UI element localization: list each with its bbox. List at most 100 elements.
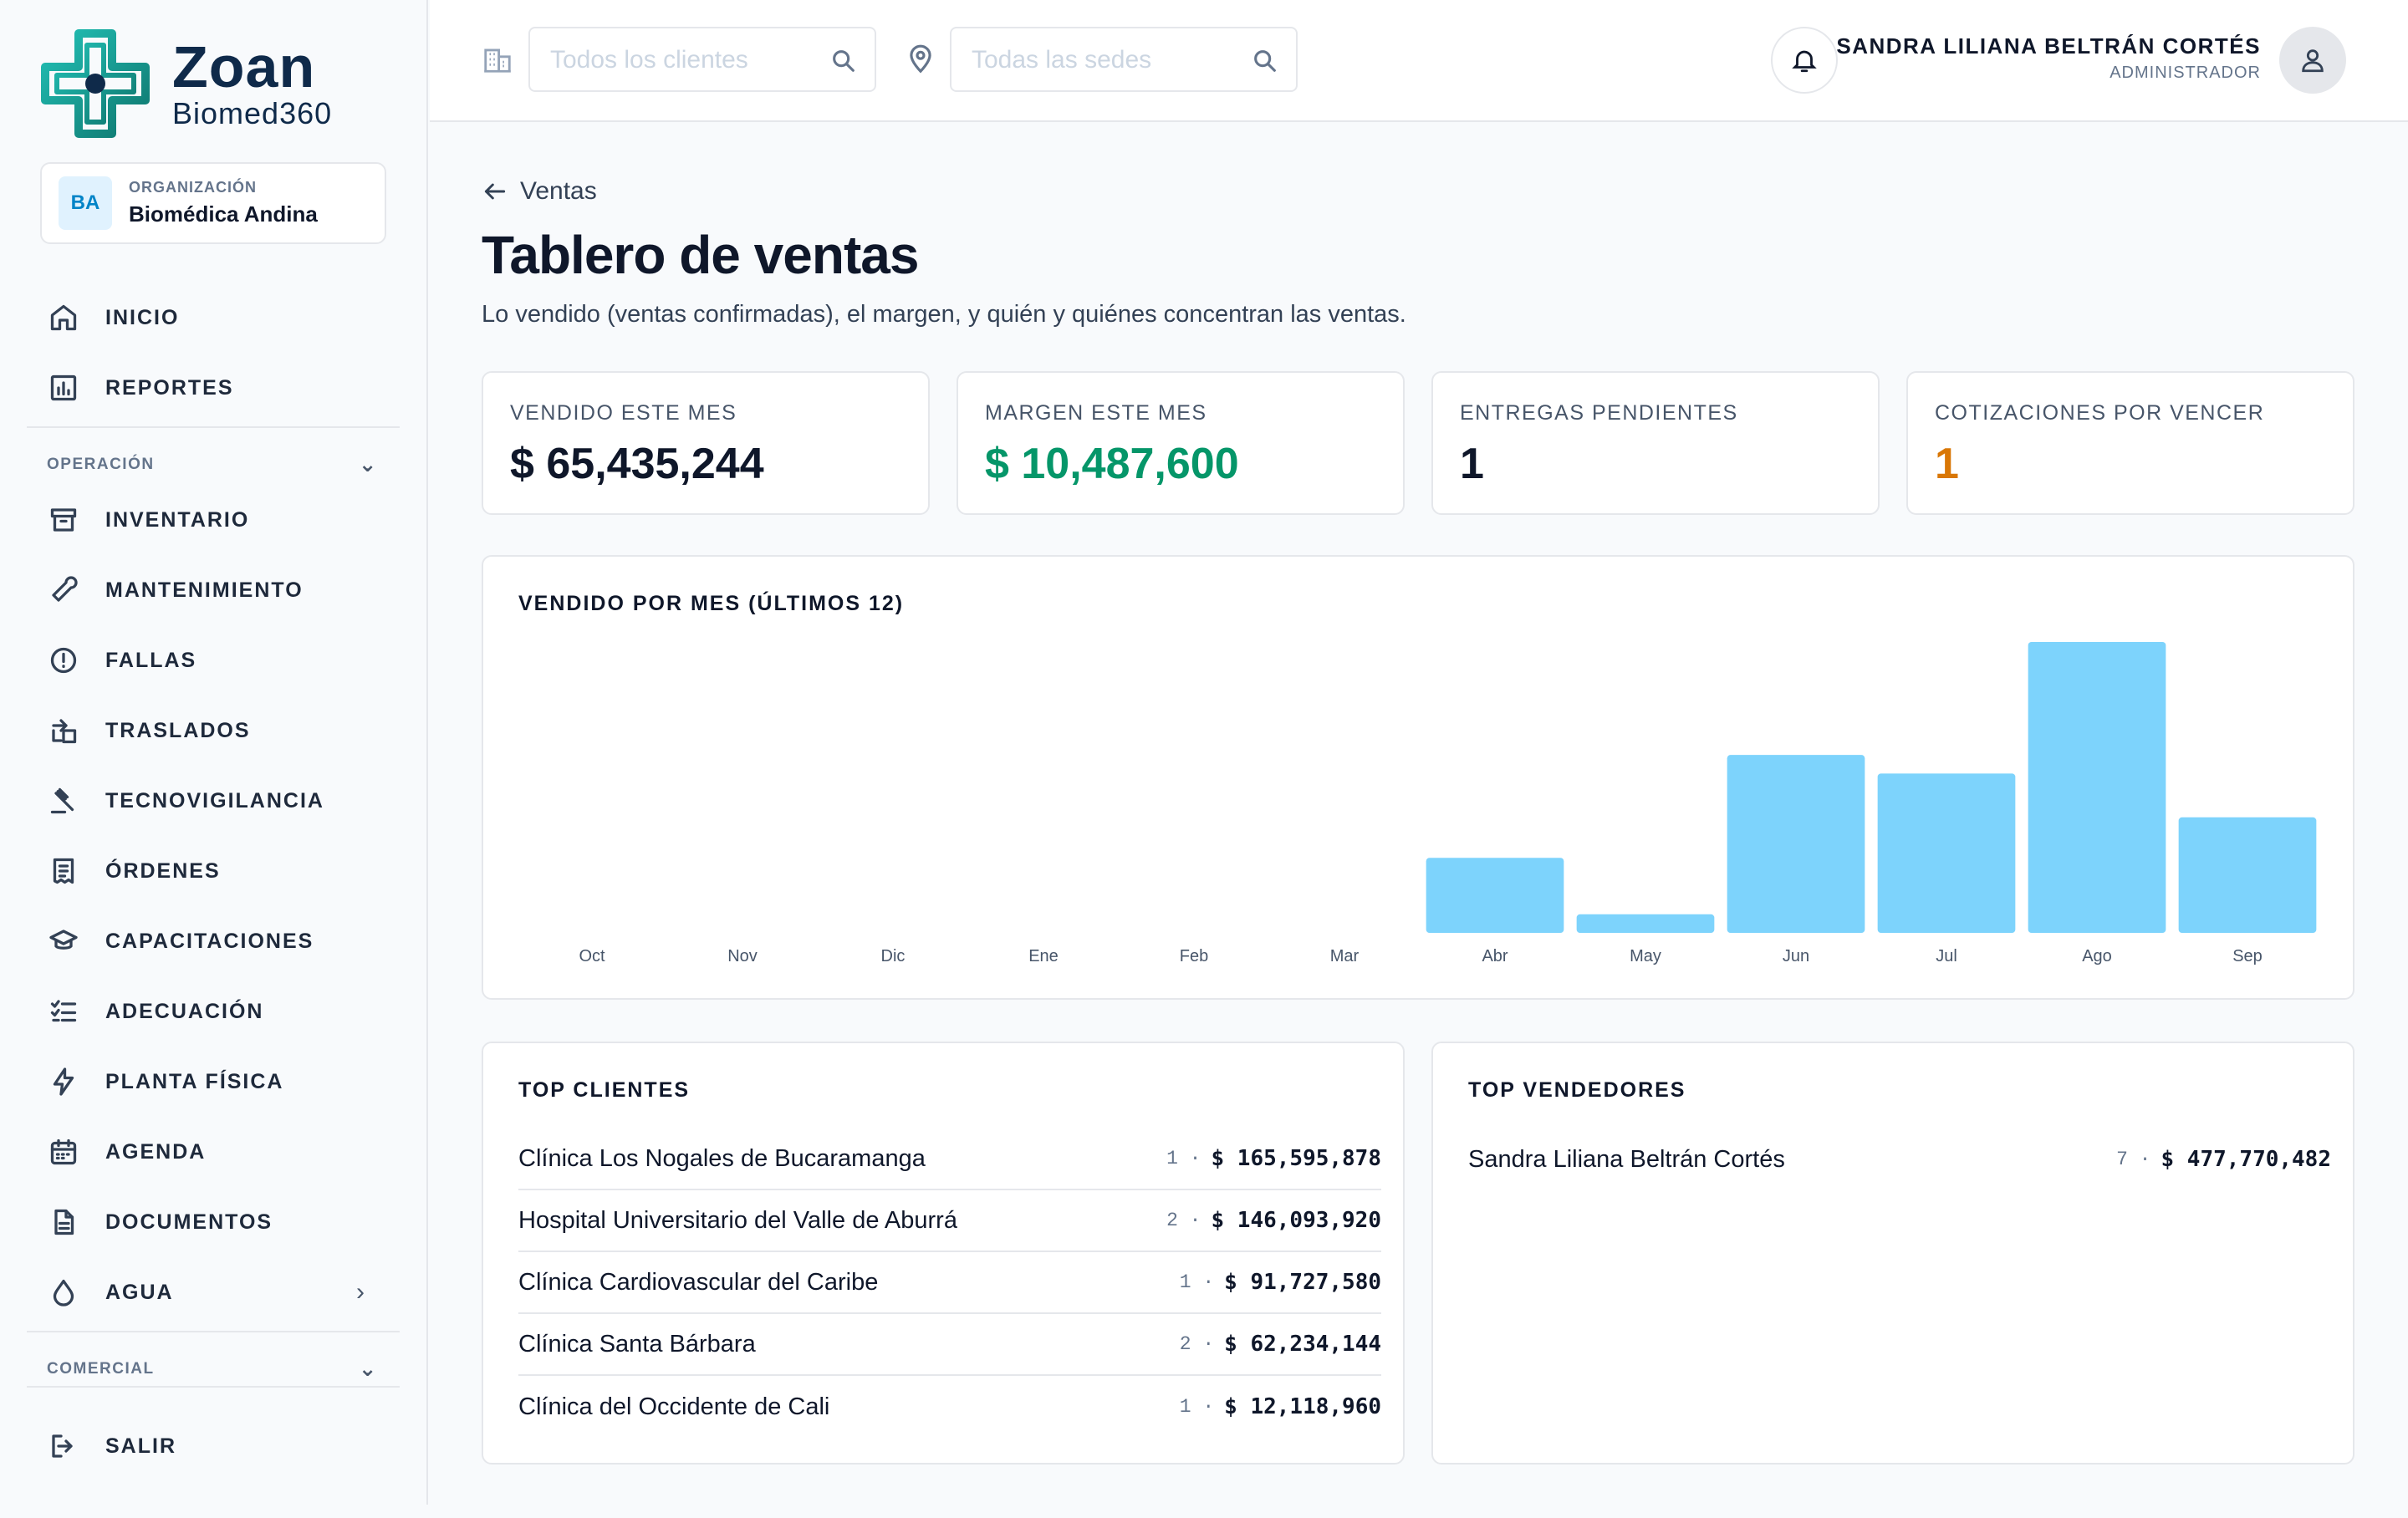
nav-item-traslados[interactable]: TRASLADOS (47, 706, 381, 756)
chart-tick-label: Feb (1180, 947, 1208, 965)
search-icon[interactable] (1251, 47, 1279, 75)
sites-search-input[interactable] (972, 43, 1222, 77)
kpi-value: $ 65,435,244 (510, 440, 764, 488)
clients-search-input[interactable] (550, 43, 801, 77)
chart-tick-label: Oct (579, 947, 605, 965)
nav-item-planta-fisica[interactable]: PLANTA FÍSICA (47, 1057, 381, 1107)
client-name: Clínica Los Nogales de Bucaramanga (518, 1144, 926, 1172)
list-item[interactable]: Sandra Liliana Beltrán Cortés 7 · $ 477,… (1468, 1128, 2331, 1190)
client-name: Clínica Cardiovascular del Caribe (518, 1268, 879, 1296)
document-icon (47, 1205, 80, 1239)
nav-item-adecuacion[interactable]: ADECUACIÓN (47, 986, 381, 1037)
client-name: Clínica Santa Bárbara (518, 1330, 756, 1358)
chart-bar-jun[interactable] (1727, 755, 1865, 933)
droplet-icon (47, 1276, 80, 1309)
section-title: COMERCIAL (47, 1359, 155, 1378)
nav-label: REPORTES (105, 375, 234, 400)
list-item[interactable]: Hospital Universitario del Valle de Abur… (518, 1190, 1381, 1252)
search-icon[interactable] (829, 47, 858, 75)
nav-item-agenda[interactable]: AGENDA (47, 1127, 381, 1177)
org-badge: BA (59, 176, 112, 230)
nav-item-agua[interactable]: AGUA › (47, 1267, 381, 1317)
chart-bar-jul[interactable] (1877, 773, 2016, 933)
nav-item-fallas[interactable]: FALLAS (47, 635, 381, 685)
chart-tick-label: Sep (2232, 947, 2263, 965)
kpi-label: MARGEN ESTE MES (985, 401, 1207, 425)
chart-bar-abr[interactable] (1426, 858, 1564, 933)
nav-label: INVENTARIO (105, 507, 250, 532)
user-icon (2302, 49, 2324, 73)
transfer-icon (47, 714, 80, 747)
sidebar-divider (27, 426, 400, 428)
back-link-label: Ventas (520, 177, 597, 205)
nav-item-inicio[interactable]: INICIO (47, 293, 381, 343)
org-name: Biomédica Andina (129, 201, 318, 227)
top-sellers-title: TOP VENDEDORES (1468, 1078, 1686, 1102)
chart-tick-label: Jun (1783, 947, 1809, 965)
client-amount: $ 12,118,960 (1224, 1394, 1381, 1419)
nav-label: TECNOVIGILANCIA (105, 788, 324, 812)
nav-item-inventario[interactable]: INVENTARIO (47, 495, 381, 545)
list-item[interactable]: Clínica Santa Bárbara 2 · $ 62,234,144 (518, 1314, 1381, 1376)
nav-item-salir[interactable]: SALIR (47, 1421, 381, 1471)
list-item[interactable]: Clínica del Occidente de Cali 1 · $ 12,1… (518, 1376, 1381, 1438)
page-subtitle: Lo vendido (ventas confirmadas), el marg… (482, 301, 1406, 328)
kpi-label: COTIZACIONES POR VENCER (1935, 401, 2265, 425)
chart-tick-label: Ene (1028, 947, 1059, 965)
sidebar-divider (27, 1386, 400, 1388)
nav-item-tecnovigilancia[interactable]: TECNOVIGILANCIA (47, 776, 381, 826)
nav-item-reportes[interactable]: REPORTES (47, 363, 381, 413)
nav-item-documentos[interactable]: DOCUMENTOS (47, 1197, 381, 1247)
section-operacion-toggle[interactable]: OPERACIÓN ⌄ (47, 451, 381, 477)
chart-bar-ago[interactable] (2028, 642, 2166, 933)
chart-bar-sep[interactable] (2178, 817, 2317, 933)
chart-tick-label: Ago (2082, 947, 2112, 965)
nav-label: SALIR (105, 1434, 176, 1458)
organization-card[interactable]: BA ORGANIZACIÓN Biomédica Andina (40, 162, 386, 244)
sites-search-field[interactable] (950, 27, 1298, 92)
section-comercial-toggle[interactable]: COMERCIAL ⌄ (47, 1356, 381, 1382)
nav-label: AGENDA (105, 1139, 207, 1164)
list-item[interactable]: Clínica Los Nogales de Bucaramanga 1 · $… (518, 1128, 1381, 1190)
back-link[interactable]: Ventas (482, 177, 597, 206)
sidebar: Zoan Biomed360 BA ORGANIZACIÓN Biomédica… (0, 0, 428, 1505)
main-content: SANDRA LILIANA BELTRÁN CORTÉS ADMINISTRA… (430, 0, 2408, 1518)
seller-amount: $ 477,770,482 (2161, 1147, 2332, 1172)
brand-logo-icon (41, 29, 150, 138)
client-name: Hospital Universitario del Valle de Abur… (518, 1206, 957, 1234)
chart-tick-label: Jul (1936, 947, 1957, 965)
top-clients-card: TOP CLIENTES Clínica Los Nogales de Buca… (482, 1042, 1405, 1465)
nav-label: ÓRDENES (105, 858, 221, 883)
nav-item-capacitaciones[interactable]: CAPACITACIONES (47, 916, 381, 966)
nav-label: FALLAS (105, 648, 197, 672)
brand[interactable]: Zoan Biomed360 (38, 27, 332, 140)
chart-bar-may[interactable] (1576, 914, 1715, 933)
nav-item-mantenimiento[interactable]: MANTENIMIENTO (47, 565, 381, 615)
nav-label: INICIO (105, 305, 180, 329)
sales-chart-card: VENDIDO POR MES (ÚLTIMOS 12) Oct Nov Dic En… (482, 555, 2354, 1000)
list-item[interactable]: Clínica Cardiovascular del Caribe 1 · $ … (518, 1252, 1381, 1314)
bolt-icon (47, 1065, 80, 1098)
nav-label: CAPACITACIONES (105, 929, 314, 953)
org-label: ORGANIZACIÓN (129, 179, 257, 196)
nav-label: MANTENIMIENTO (105, 578, 304, 602)
topbar: SANDRA LILIANA BELTRÁN CORTÉS ADMINISTRA… (430, 0, 2408, 122)
kpi-value: $ 10,487,600 (985, 440, 1239, 488)
seller-count: 7 · (2116, 1149, 2151, 1170)
chevron-down-icon: ⌄ (358, 451, 378, 476)
kpi-label: ENTREGAS PENDIENTES (1460, 401, 1738, 425)
receipt-icon (47, 854, 80, 888)
avatar[interactable] (2279, 27, 2346, 94)
notifications-button[interactable] (1771, 27, 1838, 94)
client-name: Clínica del Occidente de Cali (518, 1393, 830, 1420)
client-count: 1 · (1166, 1148, 1201, 1169)
top-clients-title: TOP CLIENTES (518, 1078, 691, 1102)
user-name[interactable]: SANDRA LILIANA BELTRÁN CORTÉS (1836, 33, 2261, 59)
clients-search-field[interactable] (528, 27, 876, 92)
user-role: ADMINISTRADOR (2110, 64, 2261, 82)
nav-item-ordenes[interactable]: ÓRDENES (47, 846, 381, 896)
top-sellers-card: TOP VENDEDORES Sandra Liliana Beltrán Co… (1431, 1042, 2354, 1465)
wrench-icon (47, 573, 80, 607)
alert-circle-icon (47, 644, 80, 677)
